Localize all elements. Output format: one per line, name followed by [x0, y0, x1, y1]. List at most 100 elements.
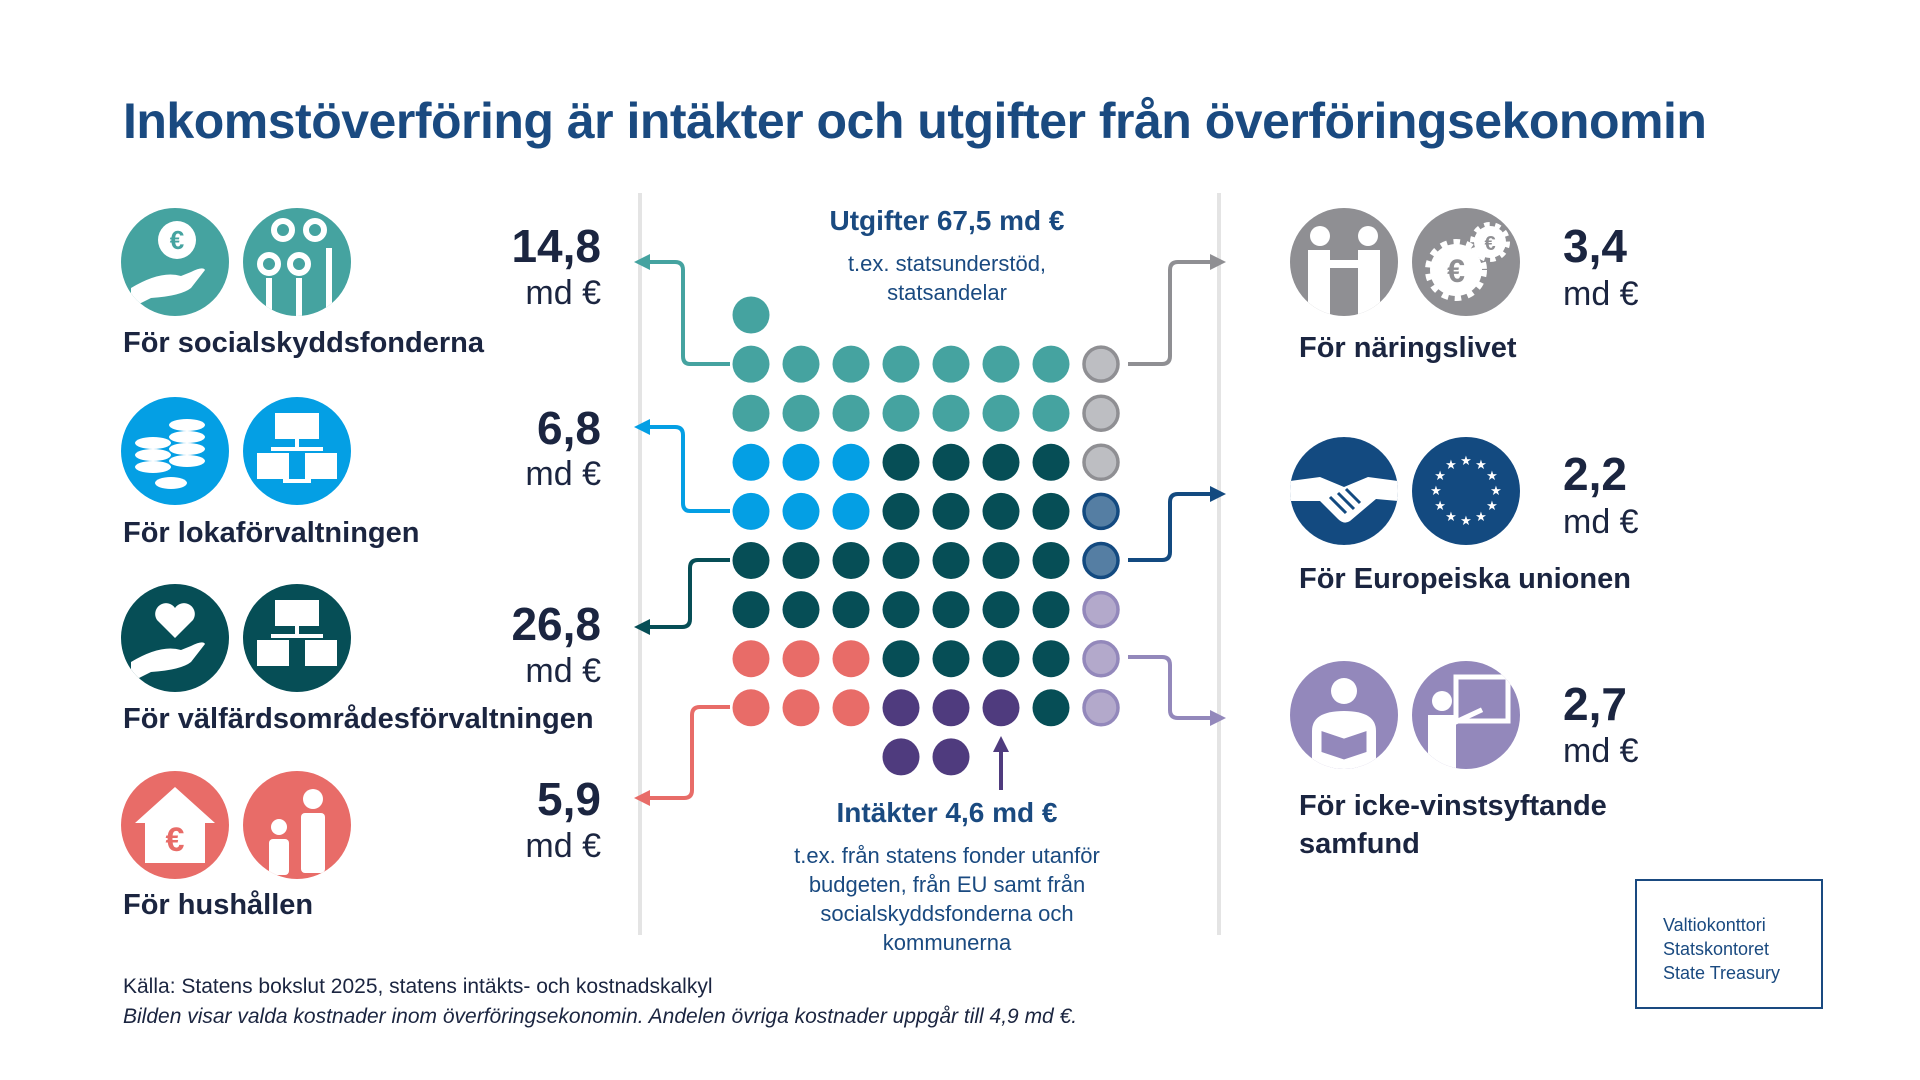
dot-households	[782, 689, 820, 727]
dot-social	[882, 394, 920, 432]
svg-text:€: €	[170, 225, 184, 255]
logo-line: Valtiokonttori	[1663, 915, 1766, 935]
flow-line	[1128, 655, 1212, 720]
income-desc-4: kommunerna	[882, 930, 1012, 955]
dot-nonprofit	[1082, 689, 1120, 727]
star-icon: ★	[1434, 468, 1446, 483]
dot-social	[782, 394, 820, 432]
dot-nonprofit	[1082, 639, 1120, 678]
svg-text:€: €	[166, 821, 185, 859]
star-icon: ★	[1430, 483, 1442, 498]
arrowhead-icon	[634, 419, 650, 435]
org-chart-icon	[243, 584, 351, 692]
logo-line: Statskontoret	[1663, 939, 1770, 959]
star-icon: ★	[1486, 468, 1498, 483]
dot-households	[782, 640, 820, 678]
dot-local	[832, 492, 870, 530]
label-business: För näringslivet	[1299, 332, 1517, 364]
income-heading: Intäkter 4,6 md €	[836, 797, 1058, 828]
arrowhead-icon	[634, 790, 650, 806]
arrowhead-icon	[634, 254, 650, 270]
label-social-security-funds: För socialskyddsfonderna	[123, 327, 484, 359]
flow-line	[648, 558, 730, 629]
dot-social	[982, 394, 1020, 432]
euro-house-icon: €	[121, 771, 229, 879]
euro-coin-hand-icon: €	[121, 208, 229, 316]
dot-social	[782, 345, 820, 383]
label-eu: För Europeiska unionen	[1299, 563, 1631, 595]
dot-welfare	[1032, 492, 1070, 530]
teacher-icon	[1412, 661, 1520, 769]
amount-households: 5,9	[537, 773, 601, 825]
dot-social	[882, 345, 920, 383]
dot-welfare	[1032, 443, 1070, 481]
heart-hand-icon	[121, 584, 229, 692]
dot-nonprofit	[1082, 590, 1120, 629]
income-desc-2: budgeten, från EU samt från	[808, 872, 1086, 897]
expenses-desc-1: t.ex. statsunderstöd,	[847, 251, 1047, 276]
dot-social	[832, 394, 870, 432]
dot-income	[882, 689, 920, 727]
unit-label: md €	[1563, 732, 1639, 770]
dot-social	[932, 394, 970, 432]
flow-line	[648, 260, 730, 366]
dot-households	[732, 689, 770, 727]
amount-local-government: 6,8	[537, 402, 601, 454]
star-icon: ★	[1486, 498, 1498, 513]
unit-label: md €	[525, 827, 601, 865]
dot-welfare	[982, 443, 1020, 481]
org-chart-icon	[243, 397, 351, 505]
unit-label: md €	[525, 274, 601, 312]
star-icon: ★	[1460, 453, 1472, 468]
star-icon: ★	[1434, 498, 1446, 513]
dot-social	[1032, 394, 1070, 432]
dot-local	[732, 492, 770, 530]
dot-social	[732, 296, 770, 334]
svg-text:€: €	[1484, 233, 1495, 255]
star-icon: ★	[1475, 509, 1487, 524]
dot-welfare	[1032, 689, 1070, 727]
star-icon: ★	[1475, 457, 1487, 472]
income-desc-3: socialskyddsfonderna och	[820, 901, 1074, 926]
dot-social	[1032, 345, 1070, 383]
dot-income	[982, 689, 1020, 727]
dot-welfare	[732, 542, 770, 579]
handshake-icon	[1290, 437, 1398, 545]
dot-welfare	[782, 591, 820, 629]
dot-local	[782, 492, 820, 530]
note-text: Bilden visar valda kostnader inom överfö…	[123, 1005, 1078, 1028]
dot-social	[982, 345, 1020, 383]
star-icon: ★	[1445, 509, 1457, 524]
reader-icon	[1290, 661, 1398, 769]
flow-line	[1128, 492, 1212, 562]
dot-welfare	[882, 640, 920, 678]
dot-social	[732, 394, 770, 432]
amount-welfare-areas: 26,8	[511, 598, 601, 650]
logo-line: State Treasury	[1663, 963, 1781, 983]
dot-business	[1082, 394, 1120, 432]
dot-welfare	[982, 542, 1020, 579]
arrowhead-icon	[1210, 486, 1226, 502]
dot-households	[832, 689, 870, 727]
expenses-heading: Utgifter 67,5 md €	[829, 205, 1065, 236]
dot-welfare	[782, 542, 820, 579]
coins-icon	[121, 397, 229, 505]
dot-eu	[1082, 492, 1120, 531]
arrowhead-icon	[634, 619, 650, 635]
dot-eu	[1082, 541, 1120, 580]
dot-households	[832, 640, 870, 678]
dot-income	[932, 738, 970, 776]
dot-welfare	[1032, 591, 1070, 629]
dot-welfare	[1032, 542, 1070, 579]
income-desc-1: t.ex. från statens fonder utanför	[794, 843, 1100, 868]
dot-welfare	[932, 640, 970, 678]
dot-welfare	[882, 591, 920, 629]
arrowhead-icon	[1210, 254, 1226, 270]
source-text: Källa: Statens bokslut 2025, statens int…	[123, 975, 713, 998]
label-local-government: För lokaförvaltningen	[123, 517, 420, 549]
unit-label: md €	[1563, 275, 1639, 313]
dot-welfare	[982, 591, 1020, 629]
dot-local	[732, 443, 770, 481]
label-households: För hushållen	[123, 889, 314, 921]
flow-line	[648, 705, 730, 800]
